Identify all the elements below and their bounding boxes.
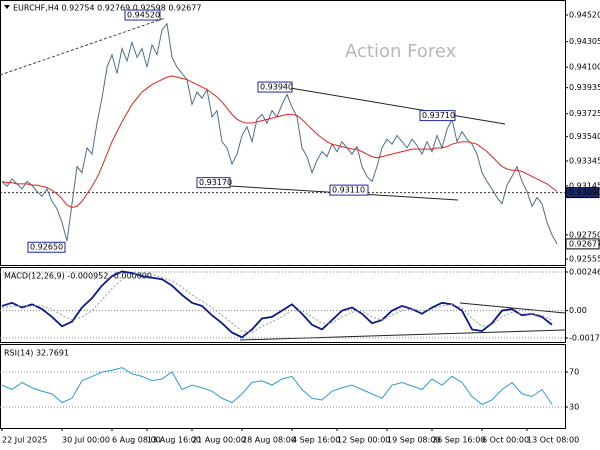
x-tick-label: 28 Aug 08:00 <box>242 436 296 445</box>
y-tick-label: 0.92750 <box>569 230 600 239</box>
series-line <box>1 270 553 339</box>
y-tick-label: 0.00 <box>569 306 587 315</box>
y-tick-label: 0.93345 <box>569 156 600 165</box>
price-tag-label: 0.93090 <box>569 188 600 197</box>
y-tick-label: 0.93725 <box>569 109 600 118</box>
y-tick-label: 0.92555 <box>569 255 600 264</box>
x-tick-label: 4 Sep 16:00 <box>292 436 340 445</box>
x-tick-label: 6 Aug 08:00 <box>112 436 161 445</box>
price-tag-label: 0.92677 <box>569 239 600 248</box>
annotation-label: 0.93710 <box>422 111 455 120</box>
y-tick-label: -0.00174 <box>569 333 600 342</box>
x-tick-label: 19 Sep 08:00 <box>387 436 440 445</box>
y-tick-label: 0.002463 <box>569 268 600 277</box>
annotation-box <box>329 184 369 196</box>
x-tick-label: 12 Sep 00:00 <box>337 436 390 445</box>
menu-icon <box>4 5 10 9</box>
price-tag <box>565 238 600 250</box>
y-tick-label: 0.94100 <box>569 63 600 72</box>
annotation-box <box>196 177 231 189</box>
rsi-frame <box>0 344 566 429</box>
x-tick-label: 13 Aug 16:00 <box>147 436 201 445</box>
y-tick-label: 70 <box>569 368 579 377</box>
series-line <box>1 22 558 245</box>
pane-title: MACD(12,26,9) -0.000952 -0.000800 <box>4 272 152 281</box>
series-line <box>1 272 553 334</box>
y-tick-label: 0.93540 <box>569 132 600 141</box>
series-line <box>1 75 558 209</box>
y-tick-label: 30 <box>569 403 579 412</box>
price-tag <box>565 187 600 199</box>
pane-title: RSI(14) 32.7691 <box>4 349 69 358</box>
x-tick-label: 22 Jul 2025 <box>2 436 47 445</box>
pane-title: EURCHF,H4 0.92754 0.92769 0.92598 0.9267… <box>13 4 201 13</box>
annotation-label: 0.92650 <box>30 243 63 252</box>
annotation-box <box>257 81 293 93</box>
y-tick-label: 0.93935 <box>569 83 600 92</box>
x-tick-label: 6 Oct 00:00 <box>482 436 529 445</box>
trend-line <box>0 17 166 76</box>
trend-line <box>289 87 506 125</box>
macd-frame <box>0 267 566 343</box>
trend-line <box>459 302 566 314</box>
annotation-box <box>419 110 456 122</box>
series-line <box>1 367 553 405</box>
y-tick-label: 0.94520 <box>569 11 600 20</box>
annotation-label: 0.93110 <box>332 186 365 195</box>
x-tick-label: 21 Aug 00:00 <box>192 436 246 445</box>
annotation-label: 0.94520 <box>127 11 160 20</box>
y-tick-label: 0.94305 <box>569 37 600 46</box>
annotation-label: 0.93170 <box>199 178 232 187</box>
x-tick-label: 30 Jul 00:00 <box>62 436 110 445</box>
annotation-box <box>27 241 66 253</box>
x-tick-label: 13 Oct 08:00 <box>527 436 579 445</box>
annotation-box <box>124 9 161 21</box>
price-frame <box>0 0 566 266</box>
annotation-label: 0.93940 <box>260 83 293 92</box>
y-tick-label: 0.93145 <box>569 181 600 190</box>
trend-line <box>239 329 566 341</box>
x-tick-label: 26 Sep 16:00 <box>432 436 485 445</box>
watermark: Action Forex <box>345 41 457 62</box>
